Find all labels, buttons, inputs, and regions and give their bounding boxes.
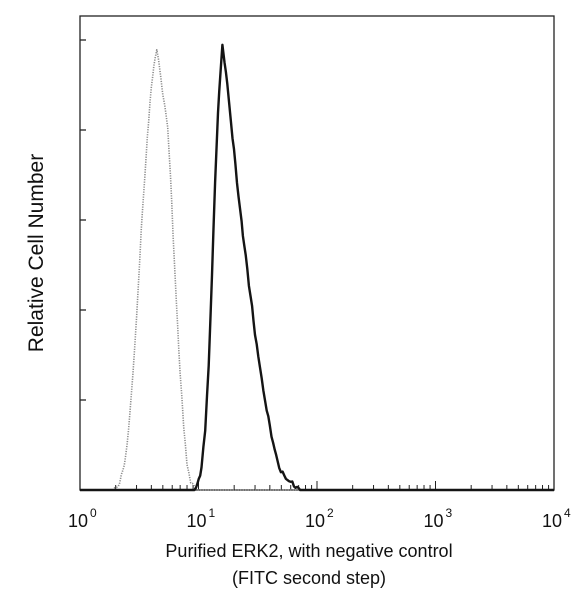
x-axis-tick-labels: 10 0 10 1 10 2 10 3 10 4 bbox=[68, 506, 571, 531]
series-negative-control-line bbox=[80, 49, 554, 491]
x-tick-label-exponent: 2 bbox=[327, 506, 334, 520]
x-tick-label: 10 4 bbox=[542, 506, 571, 531]
x-axis-label-line1: Purified ERK2, with negative control bbox=[165, 541, 452, 561]
x-axis-ticks bbox=[79, 481, 555, 490]
series-erk2-line bbox=[80, 43, 554, 492]
x-tick-label: 10 1 bbox=[186, 506, 215, 531]
x-tick-label-exponent: 1 bbox=[209, 506, 216, 520]
x-tick-label-base: 10 bbox=[423, 511, 443, 531]
x-tick-label-exponent: 0 bbox=[90, 506, 97, 520]
x-tick-label-exponent: 4 bbox=[564, 506, 571, 520]
x-tick-label: 10 2 bbox=[305, 506, 334, 531]
x-tick-label-base: 10 bbox=[542, 511, 562, 531]
x-tick-label-exponent: 3 bbox=[446, 506, 453, 520]
y-axis-label: Relative Cell Number bbox=[25, 154, 48, 352]
y-axis-ticks bbox=[80, 39, 86, 491]
x-tick-label-base: 10 bbox=[305, 511, 325, 531]
x-tick-label: 10 0 bbox=[68, 506, 97, 531]
x-tick-label: 10 3 bbox=[423, 506, 452, 531]
x-axis-label-line2: (FITC second step) bbox=[232, 568, 386, 588]
series-layer bbox=[80, 43, 554, 492]
x-tick-label-base: 10 bbox=[186, 511, 206, 531]
x-tick-label-base: 10 bbox=[68, 511, 88, 531]
